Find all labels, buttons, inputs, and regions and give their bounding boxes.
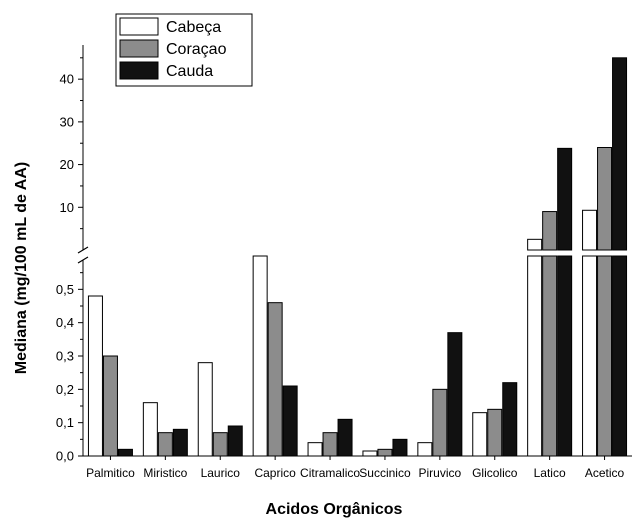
y-tick-label: 0,3 <box>56 349 74 364</box>
legend-label-2: Cauda <box>166 63 213 80</box>
bars-layer <box>87 57 628 457</box>
x-tick-label-citramalico: Citramalico <box>300 466 360 480</box>
bar-acetico-series-0-lower <box>582 255 598 457</box>
bar-citramalico-series-2 <box>337 418 353 457</box>
bar-caprico-series-1 <box>267 302 283 457</box>
bar-latico-series-1-upper <box>542 211 558 251</box>
bar-acetico-series-1-upper <box>597 147 613 251</box>
y-tick-label: 10 <box>60 200 74 215</box>
legend-swatch-0 <box>119 17 159 36</box>
y-tick-label: 0,2 <box>56 382 74 397</box>
bar-miristico-series-0 <box>142 402 158 457</box>
legend: Cabeça Coraçao Cauda <box>115 13 253 87</box>
bar-break-gap <box>526 250 543 256</box>
bar-succinico-series-2 <box>392 438 408 457</box>
bar-latico-series-2-upper <box>557 147 573 251</box>
axis-break-mark <box>77 256 89 264</box>
x-tick-label-piruvico: Piruvico <box>419 466 462 480</box>
bar-laurico-series-1 <box>212 432 228 457</box>
y-tick-label: 20 <box>60 157 74 172</box>
bar-caprico-series-2 <box>282 385 298 457</box>
x-tick-label-acetico: Acetico <box>585 466 625 480</box>
bar-succinico-series-0 <box>362 450 378 457</box>
bar-latico-series-2-lower <box>557 255 573 457</box>
x-tick-label-miristico: Miristico <box>143 466 187 480</box>
bar-latico-series-0-lower <box>527 255 543 457</box>
bar-citramalico-series-1 <box>322 432 338 457</box>
x-tick-label-caprico: Caprico <box>254 466 296 480</box>
legend-swatch-2 <box>119 61 159 80</box>
x-tick-label-succinico: Succinico <box>359 466 411 480</box>
bar-break-gap <box>581 250 598 256</box>
y-tick-label: 0,5 <box>56 282 74 297</box>
bar-laurico-series-0 <box>197 362 213 457</box>
x-tick-label-palmitico: Palmitico <box>86 466 135 480</box>
bar-acetico-series-2-upper <box>612 57 628 251</box>
y-tick-label: 0,4 <box>56 315 74 330</box>
bar-acetico-series-2-lower <box>612 255 628 457</box>
bar-break-gap <box>556 250 573 256</box>
bar-piruvico-series-0 <box>417 442 433 457</box>
bar-palmitico-series-0 <box>87 295 103 457</box>
bar-glicolico-series-1 <box>487 408 503 457</box>
bar-palmitico-series-1 <box>102 355 118 457</box>
y-axis-title: Mediana (mg/100 mL de AA) <box>13 162 30 375</box>
legend-label-0: Cabeça <box>166 19 221 36</box>
bar-break-gap <box>541 250 558 256</box>
x-tick-label-glicolico: Glicolico <box>472 466 518 480</box>
bar-acetico-series-1-lower <box>597 255 613 457</box>
bar-break-gap <box>596 250 613 256</box>
bar-palmitico-series-2 <box>117 448 133 457</box>
bar-acetico-series-0-upper <box>582 209 598 251</box>
x-tick-label-laurico: Laurico <box>201 466 241 480</box>
bar-piruvico-series-1 <box>432 388 448 457</box>
y-tick-label: 0,1 <box>56 415 74 430</box>
bar-glicolico-series-0 <box>472 412 488 457</box>
legend-label-1: Coraçao <box>166 41 227 58</box>
x-axis-title: Acidos Orgânicos <box>266 501 403 518</box>
bar-miristico-series-1 <box>157 432 173 457</box>
axis-break-mark <box>77 246 89 254</box>
bar-break-gap <box>611 250 628 256</box>
bar-latico-series-1-lower <box>542 255 558 457</box>
legend-swatch-1 <box>119 39 159 58</box>
y-tick-label: 30 <box>60 114 74 129</box>
ticks-layer: 0,0 0,1 0,2 0,3 0,4 0,5 10 20 30 40 <box>56 57 83 464</box>
y-tick-label: 40 <box>60 72 74 87</box>
bar-caprico-series-0 <box>252 255 268 457</box>
bar-citramalico-series-0 <box>307 442 323 457</box>
bar-piruvico-series-2 <box>447 332 463 457</box>
y-tick-label: 0,0 <box>56 449 74 464</box>
x-tick-label-latico: Latico <box>534 466 566 480</box>
bar-latico-series-0-upper <box>527 238 543 251</box>
bar-miristico-series-2 <box>172 428 188 457</box>
bar-laurico-series-2 <box>227 425 243 457</box>
bar-succinico-series-1 <box>377 448 393 457</box>
category-labels: Palmitico Miristico Laurico Caprico Citramal… <box>86 456 625 480</box>
bar-glicolico-series-2 <box>502 382 518 457</box>
